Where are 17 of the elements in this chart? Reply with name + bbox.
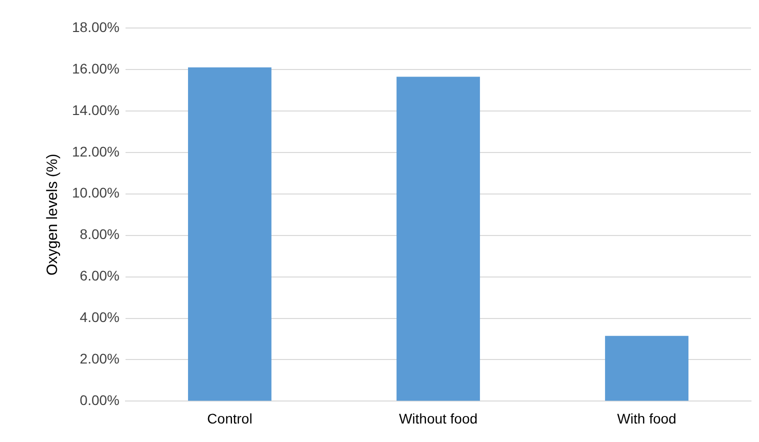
y-tick-label: 12.00%	[72, 143, 120, 160]
x-tick-label: Control	[207, 410, 252, 426]
y-tick-label: 6.00%	[80, 268, 120, 284]
x-tick-label: With food	[617, 410, 676, 426]
x-tick-label: Without food	[398, 410, 478, 426]
bar	[605, 336, 688, 401]
y-tick-label: 4.00%	[80, 309, 120, 326]
y-axis-title: Oxygen levels (%)	[44, 154, 62, 276]
bar	[396, 76, 480, 401]
y-tick-label: 18.00%	[72, 18, 120, 35]
y-tick-label: 10.00%	[72, 184, 120, 201]
y-tick-label: 16.00%	[72, 60, 120, 76]
y-tick-label: 14.00%	[72, 102, 120, 118]
y-tick-label: 8.00%	[80, 226, 120, 242]
bar	[188, 67, 272, 401]
y-tick-label: 0.00%	[80, 392, 120, 408]
y-tick-label: 2.00%	[80, 350, 120, 367]
